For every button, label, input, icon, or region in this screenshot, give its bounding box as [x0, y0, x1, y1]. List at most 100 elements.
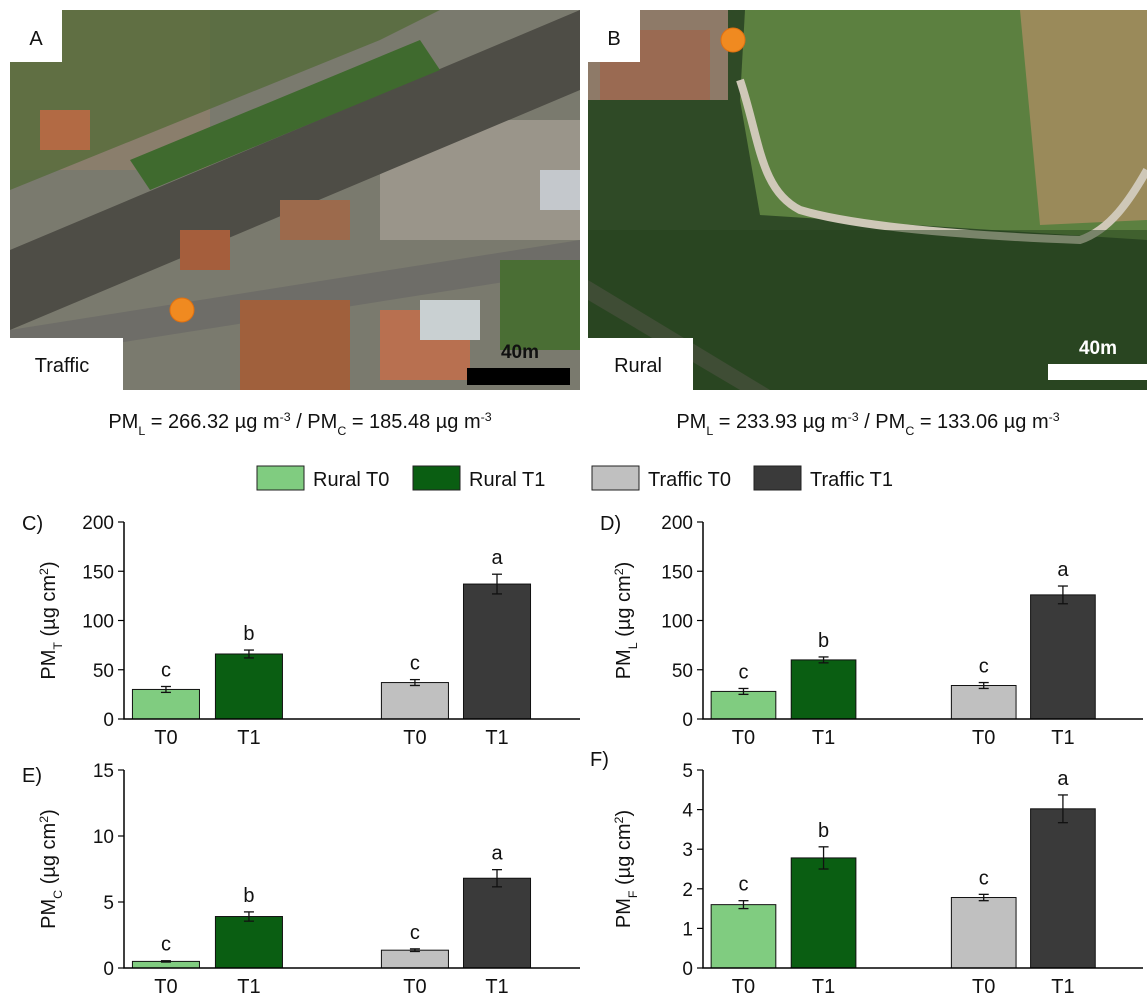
text-part: PM — [38, 650, 60, 680]
panel-label: A — [29, 28, 43, 50]
y-tick-label: 0 — [682, 959, 693, 980]
x-tick-label: T0 — [732, 976, 755, 998]
text-part: ) — [613, 810, 635, 817]
site-label: Rural — [614, 355, 662, 377]
y-tick-label: 4 — [682, 801, 693, 822]
significance-letter: c — [738, 661, 748, 683]
supscript: -3 — [280, 410, 291, 424]
significance-letter: c — [979, 656, 989, 678]
text-part: ) — [613, 562, 635, 569]
y-tick-label: 150 — [82, 562, 114, 583]
y-tick-label: 150 — [661, 562, 693, 583]
text-part: (µg cm — [38, 823, 60, 890]
text-part: PM — [108, 411, 138, 433]
panel-label: E) — [22, 765, 42, 787]
legend-swatch — [754, 466, 801, 490]
significance-letter: b — [243, 885, 254, 907]
y-axis-label: PML (µg cm2) — [612, 562, 640, 680]
x-tick-label: T1 — [485, 727, 508, 749]
significance-letter: b — [243, 623, 254, 645]
x-tick-label: T0 — [972, 727, 995, 749]
y-tick-label: 50 — [672, 661, 693, 682]
text-part: ) — [38, 809, 60, 816]
aerial-rural — [588, 10, 1147, 390]
x-tick-label: T1 — [812, 976, 835, 998]
supscript: -3 — [1049, 410, 1060, 424]
text-part: = 185.48 µg m — [346, 411, 480, 433]
bar — [791, 660, 856, 719]
bar — [132, 689, 199, 719]
text-part: PM — [613, 898, 635, 928]
x-tick-label: T0 — [154, 727, 177, 749]
subscript: C — [337, 424, 346, 438]
y-tick-label: 0 — [682, 710, 693, 731]
aerial-traffic — [10, 10, 580, 390]
bar — [951, 686, 1016, 719]
supscript: -3 — [848, 410, 859, 424]
text-part: = 133.06 µg m — [914, 411, 1048, 433]
site-marker — [170, 298, 194, 322]
y-tick-label: 1 — [682, 919, 693, 940]
scale-label: 40m — [1079, 338, 1117, 359]
bar — [463, 584, 530, 719]
bar — [215, 654, 282, 719]
significance-letter: c — [410, 653, 420, 675]
significance-letter: a — [1057, 768, 1069, 790]
bar — [1031, 809, 1096, 968]
y-tick-label: 50 — [93, 661, 114, 682]
significance-letter: c — [738, 874, 748, 896]
y-tick-label: 3 — [682, 840, 693, 861]
y-tick-label: 15 — [93, 761, 114, 782]
y-tick-label: 200 — [661, 513, 693, 534]
y-tick-label: 0 — [103, 959, 114, 980]
y-axis-label: PMT (µg cm2) — [37, 561, 65, 679]
bar — [463, 878, 530, 968]
legend-label: Rural T1 — [469, 469, 545, 491]
panel-label: B — [607, 28, 620, 50]
x-tick-label: T1 — [237, 727, 260, 749]
y-tick-label: 10 — [93, 827, 114, 848]
legend-label: Rural T0 — [313, 469, 389, 491]
subscript: C — [905, 424, 914, 438]
x-tick-label: T0 — [403, 976, 426, 998]
x-tick-label: T0 — [403, 727, 426, 749]
significance-letter: b — [818, 630, 829, 652]
text-part: / PM — [291, 411, 338, 433]
scale-label: 40m — [501, 342, 539, 363]
bar — [381, 683, 448, 719]
panel-label: D) — [600, 513, 621, 535]
text-part: PM — [613, 649, 635, 679]
x-tick-label: T1 — [812, 727, 835, 749]
panel-label: F) — [590, 749, 609, 771]
scale-bar — [1048, 364, 1147, 380]
significance-letter: c — [979, 867, 989, 889]
text-part: ) — [38, 561, 60, 568]
text-part: PM — [676, 411, 706, 433]
y-tick-label: 100 — [661, 612, 693, 633]
x-tick-label: T0 — [154, 976, 177, 998]
y-axis-label: PMF (µg cm2) — [612, 810, 640, 928]
y-axis-label: PMC (µg cm2) — [37, 809, 65, 929]
significance-letter: a — [491, 547, 503, 569]
bar — [215, 917, 282, 968]
scale-bar — [467, 368, 570, 385]
legend-swatch — [592, 466, 639, 490]
legend-label: Traffic T0 — [648, 469, 731, 491]
x-tick-label: T1 — [1051, 727, 1074, 749]
bar — [951, 898, 1016, 968]
rich-text: PML = 266.32 µg m-3 / PMC = 185.48 µg m-… — [108, 410, 491, 438]
text-part: PM — [38, 899, 60, 929]
y-tick-label: 5 — [682, 761, 693, 782]
rich-text: PML = 233.93 µg m-3 / PMC = 133.06 µg m-… — [676, 410, 1059, 438]
legend-label: Traffic T1 — [810, 469, 893, 491]
supscript: -3 — [481, 410, 492, 424]
y-tick-label: 2 — [682, 880, 693, 901]
bar — [381, 950, 448, 968]
significance-letter: c — [410, 922, 420, 944]
text-part: (µg cm — [613, 575, 635, 642]
panel-label: C) — [22, 513, 43, 535]
significance-letter: c — [161, 659, 171, 681]
legend-swatch — [413, 466, 460, 490]
x-tick-label: T1 — [237, 976, 260, 998]
significance-letter: b — [818, 820, 829, 842]
